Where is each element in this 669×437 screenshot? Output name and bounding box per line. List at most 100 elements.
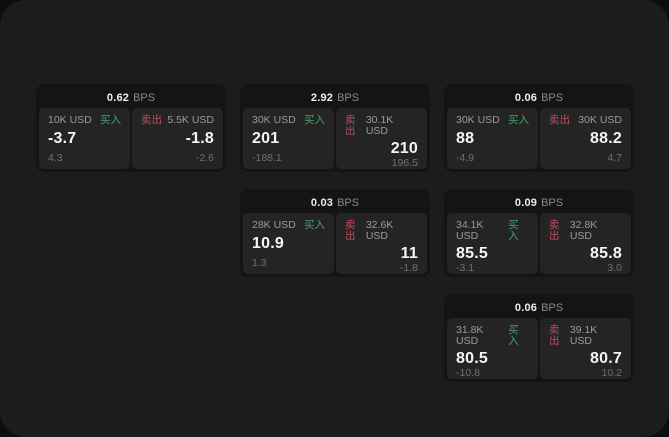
buy-panel-top: 30K USD 买入 bbox=[252, 115, 325, 126]
sell-panel-top: 卖出 39.1K USD bbox=[549, 325, 622, 346]
sell-label: 卖出 bbox=[549, 114, 570, 126]
buy-price: 201 bbox=[252, 129, 280, 147]
sell-price: 210 bbox=[390, 140, 418, 157]
sell-delta: 196.5 bbox=[391, 156, 418, 169]
sell-label: 卖出 bbox=[345, 219, 356, 242]
buy-label: 买入 bbox=[304, 114, 325, 126]
quote-card: 0.62 BPS 10K USD 买入 -3.7 4.3 卖出 5.5K USD bbox=[36, 84, 226, 172]
sell-panel[interactable]: 卖出 5.5K USD -1.8 -2.6 bbox=[132, 108, 223, 169]
buy-price: 85.5 bbox=[456, 245, 488, 262]
bps-unit-label: BPS bbox=[541, 91, 564, 104]
buy-label: 买入 bbox=[304, 219, 325, 231]
sell-delta: 3.0 bbox=[607, 261, 622, 274]
card-header: 0.09 BPS bbox=[447, 192, 631, 213]
quote-card-grid: 0.62 BPS 10K USD 买入 -3.7 4.3 卖出 5.5K USD bbox=[36, 84, 634, 382]
buy-panel-top: 28K USD 买入 bbox=[252, 220, 325, 231]
quote-panels: 30K USD 买入 88 -4.9 卖出 30K USD 88.2 4.7 bbox=[447, 108, 631, 169]
quote-panels: 34.1K USD 买入 85.5 -3.1 卖出 32.8K USD 85.8… bbox=[447, 213, 631, 274]
sell-label: 卖出 bbox=[549, 219, 560, 242]
sell-amount: 30K USD bbox=[578, 114, 622, 126]
buy-delta: -4.9 bbox=[456, 151, 475, 164]
buy-price: 80.5 bbox=[456, 350, 488, 367]
bps-unit-label: BPS bbox=[133, 91, 156, 104]
quote-panels: 10K USD 买入 -3.7 4.3 卖出 5.5K USD -1.8 -2.… bbox=[39, 108, 223, 169]
bps-value: 2.92 bbox=[310, 91, 334, 104]
buy-amount: 30K USD bbox=[252, 114, 296, 126]
buy-panel-top: 31.8K USD 买入 bbox=[456, 325, 529, 346]
quote-card: 0.06 BPS 31.8K USD 买入 80.5 -10.8 卖出 39.1… bbox=[444, 294, 634, 382]
sell-price: 88.2 bbox=[590, 129, 622, 147]
buy-panel[interactable]: 30K USD 买入 88 -4.9 bbox=[447, 108, 538, 169]
buy-label: 买入 bbox=[508, 114, 529, 126]
sell-amount: 32.6K USD bbox=[365, 219, 394, 242]
buy-label: 买入 bbox=[100, 114, 121, 126]
buy-amount: 30K USD bbox=[456, 114, 500, 126]
buy-panel-top: 34.1K USD 买入 bbox=[456, 220, 529, 241]
buy-delta: -10.8 bbox=[456, 366, 480, 379]
quote-card: 0.03 BPS 28K USD 买入 10.9 1.3 卖出 32.6K US… bbox=[240, 189, 430, 277]
sell-price: 11 bbox=[400, 245, 418, 262]
quote-panels: 31.8K USD 买入 80.5 -10.8 卖出 39.1K USD 80.… bbox=[447, 318, 631, 379]
buy-delta: 1.3 bbox=[252, 256, 267, 269]
quote-card: 2.92 BPS 30K USD 买入 201 -188.1 卖出 30.1K … bbox=[240, 84, 430, 172]
sell-panel-top: 卖出 30K USD bbox=[549, 115, 622, 126]
buy-label: 买入 bbox=[508, 324, 519, 347]
sell-panel[interactable]: 卖出 39.1K USD 80.7 10.2 bbox=[540, 318, 631, 379]
quote-card: 0.06 BPS 30K USD 买入 88 -4.9 卖出 30K USD bbox=[444, 84, 634, 172]
sell-amount: 30.1K USD bbox=[365, 114, 394, 137]
buy-panel[interactable]: 31.8K USD 买入 80.5 -10.8 bbox=[447, 318, 538, 379]
card-header: 0.06 BPS bbox=[447, 87, 631, 108]
buy-price: 10.9 bbox=[252, 234, 284, 252]
sell-panel[interactable]: 卖出 32.6K USD 11 -1.8 bbox=[336, 213, 427, 274]
buy-amount: 31.8K USD bbox=[456, 324, 484, 347]
sell-price: 80.7 bbox=[590, 350, 622, 367]
buy-label: 买入 bbox=[508, 219, 519, 242]
sell-amount: 32.8K USD bbox=[569, 219, 598, 242]
buy-panel[interactable]: 28K USD 买入 10.9 1.3 bbox=[243, 213, 334, 274]
buy-panel[interactable]: 34.1K USD 买入 85.5 -3.1 bbox=[447, 213, 538, 274]
sell-panel-top: 卖出 5.5K USD bbox=[141, 115, 214, 126]
buy-amount: 28K USD bbox=[252, 219, 296, 231]
sell-delta: 4.7 bbox=[607, 151, 622, 164]
buy-amount: 10K USD bbox=[48, 114, 92, 126]
buy-panel-top: 30K USD 买入 bbox=[456, 115, 529, 126]
card-header: 0.62 BPS bbox=[39, 87, 223, 108]
sell-amount: 5.5K USD bbox=[167, 114, 214, 126]
buy-price: -3.7 bbox=[48, 129, 77, 147]
buy-price: 88 bbox=[456, 129, 475, 147]
buy-amount: 34.1K USD bbox=[456, 219, 484, 242]
buy-panel[interactable]: 30K USD 买入 201 -188.1 bbox=[243, 108, 334, 169]
buy-panel-top: 10K USD 买入 bbox=[48, 115, 121, 126]
card-header: 2.92 BPS bbox=[243, 87, 427, 108]
card-header: 0.06 BPS bbox=[447, 297, 631, 318]
sell-price: 85.8 bbox=[590, 245, 622, 262]
bps-value: 0.03 bbox=[310, 196, 334, 209]
buy-panel[interactable]: 10K USD 买入 -3.7 4.3 bbox=[39, 108, 130, 169]
sell-panel[interactable]: 卖出 32.8K USD 85.8 3.0 bbox=[540, 213, 631, 274]
sell-label: 卖出 bbox=[549, 324, 560, 347]
sell-delta: -1.8 bbox=[399, 261, 418, 274]
bps-unit-label: BPS bbox=[337, 91, 360, 104]
sell-label: 卖出 bbox=[345, 114, 356, 137]
bps-value: 0.06 bbox=[514, 301, 538, 314]
sell-delta: 10.2 bbox=[601, 366, 622, 379]
bps-value: 0.06 bbox=[514, 91, 538, 104]
quote-panels: 30K USD 买入 201 -188.1 卖出 30.1K USD 210 1… bbox=[243, 108, 427, 169]
bps-unit-label: BPS bbox=[541, 196, 564, 209]
sell-price: -1.8 bbox=[185, 129, 214, 147]
bps-value: 0.62 bbox=[106, 91, 130, 104]
sell-panel-top: 卖出 32.6K USD bbox=[345, 220, 418, 241]
sell-panel[interactable]: 卖出 30.1K USD 210 196.5 bbox=[336, 108, 427, 169]
sell-delta: -2.6 bbox=[195, 151, 214, 164]
quote-card: 0.09 BPS 34.1K USD 买入 85.5 -3.1 卖出 32.8K… bbox=[444, 189, 634, 277]
buy-delta: -188.1 bbox=[252, 151, 282, 164]
sell-panel[interactable]: 卖出 30K USD 88.2 4.7 bbox=[540, 108, 631, 169]
buy-delta: 4.3 bbox=[48, 151, 63, 164]
card-header: 0.03 BPS bbox=[243, 192, 427, 213]
sell-label: 卖出 bbox=[141, 114, 162, 126]
sell-panel-top: 卖出 30.1K USD bbox=[345, 115, 418, 136]
sell-amount: 39.1K USD bbox=[569, 324, 598, 347]
quote-panels: 28K USD 买入 10.9 1.3 卖出 32.6K USD 11 -1.8 bbox=[243, 213, 427, 274]
bps-value: 0.09 bbox=[514, 196, 538, 209]
